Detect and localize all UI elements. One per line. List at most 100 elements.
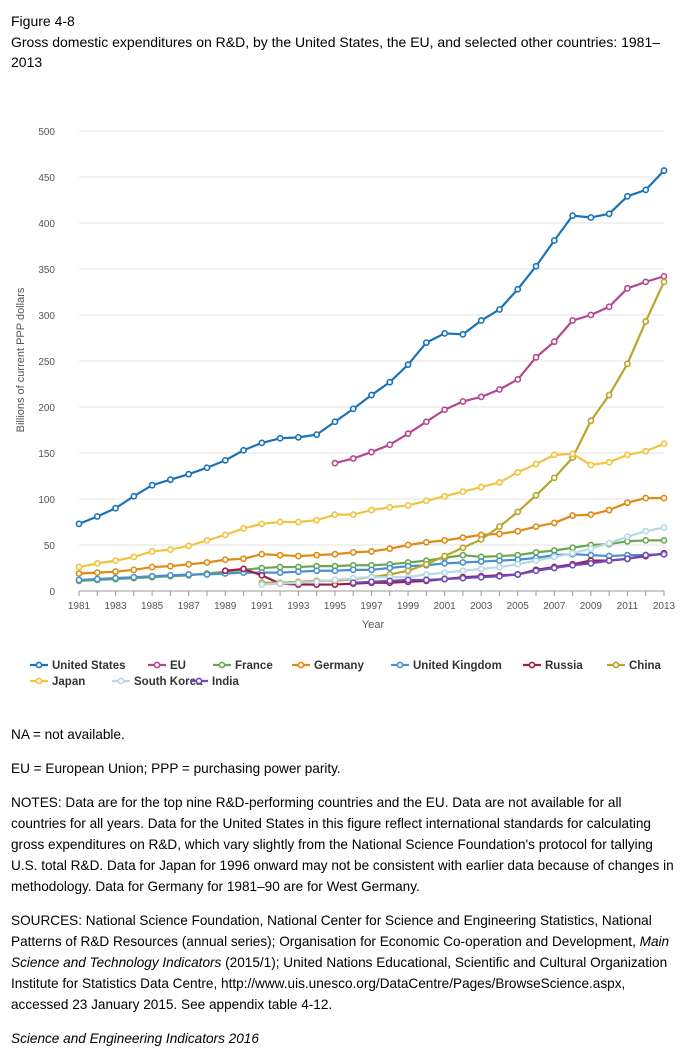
x-tick-label: 1997 (360, 601, 383, 612)
data-point-eu (349, 455, 357, 462)
data-point-united-states (130, 492, 138, 500)
legend-marker-china (612, 661, 620, 669)
data-point-south-korea (313, 578, 321, 586)
data-point-south-korea (532, 557, 540, 565)
data-point-japan (386, 503, 394, 511)
data-point-japan (276, 518, 284, 526)
data-point-china (514, 508, 522, 516)
note-sources: SOURCES: National Science Foundation, Na… (11, 910, 677, 1015)
data-point-south-korea (624, 533, 631, 541)
data-point-japan (514, 468, 522, 476)
legend-label-japan: Japan (52, 676, 85, 688)
data-point-germany (93, 569, 101, 576)
legend-marker-south-korea (117, 677, 125, 685)
data-point-united-states (550, 237, 558, 244)
data-point-eu (441, 406, 449, 414)
data-point-south-korea (496, 563, 503, 571)
data-point-japan (75, 563, 83, 571)
data-point-japan (130, 553, 138, 561)
data-point-united-kingdom (112, 574, 119, 582)
data-point-china (605, 391, 613, 399)
data-point-united-states (441, 329, 449, 337)
data-point-south-korea (660, 524, 668, 531)
x-tick-label: 2009 (580, 601, 603, 612)
data-point-united-states (258, 439, 266, 447)
data-point-united-states (294, 433, 302, 441)
note-na: NA = not available. (11, 727, 125, 742)
data-point-japan (642, 447, 650, 455)
y-tick-label: 500 (38, 127, 55, 138)
data-point-south-korea (477, 565, 485, 573)
data-point-china (477, 536, 485, 543)
sources-text: SOURCES: National Science Foundation, Na… (11, 913, 652, 949)
data-point-eu (642, 278, 650, 286)
data-point-japan (331, 511, 339, 519)
data-point-united-kingdom (459, 559, 467, 566)
data-point-japan (313, 516, 321, 524)
data-point-eu (587, 311, 595, 319)
data-point-japan (660, 440, 668, 448)
data-point-japan (550, 451, 558, 459)
data-point-germany (514, 527, 522, 535)
data-point-china (532, 491, 540, 499)
data-point-germany (496, 530, 503, 538)
data-point-china (441, 552, 449, 560)
sources-publication: Main Science and Technology Indicators (11, 934, 670, 970)
data-point-india (514, 571, 522, 578)
data-point-united-states (605, 210, 613, 218)
chart-title: Gross domestic expenditures on R&D, by t… (11, 34, 661, 70)
y-tick-label: 350 (38, 265, 55, 276)
data-point-united-states (496, 306, 503, 313)
data-point-france (276, 563, 284, 571)
y-tick-label: 400 (38, 219, 55, 230)
data-point-united-states (93, 513, 101, 520)
data-point-united-states (569, 212, 576, 220)
legend-label-germany: Germany (314, 660, 364, 672)
data-point-germany (276, 551, 284, 559)
data-point-united-states (660, 167, 668, 174)
data-point-india (624, 555, 631, 563)
x-tick-label: 2007 (543, 601, 566, 612)
y-tick-label: 450 (38, 173, 55, 184)
data-point-japan (496, 479, 503, 486)
data-point-eu (368, 448, 375, 456)
data-point-india (404, 576, 412, 584)
data-point-japan (112, 557, 119, 565)
data-point-germany (240, 555, 247, 563)
data-point-united-kingdom (148, 572, 156, 580)
data-point-china (587, 417, 595, 425)
x-tick-label: 2003 (470, 601, 493, 612)
data-point-united-states (276, 434, 284, 442)
data-point-united-states (75, 520, 83, 528)
data-point-united-kingdom (331, 567, 339, 575)
data-point-germany (349, 548, 357, 556)
data-point-eu (477, 393, 485, 401)
data-point-germany (569, 512, 576, 519)
chart-legend: United States EU France Germany United Kingd… (30, 660, 662, 688)
data-point-germany (550, 519, 558, 527)
data-point-eu (404, 430, 412, 438)
data-point-germany (75, 570, 83, 577)
legend-label-russia: Russia (545, 660, 583, 672)
legend-label-south-korea: South Korea (134, 676, 203, 688)
x-tick-label: 1987 (178, 601, 201, 612)
data-point-united-kingdom (75, 576, 83, 584)
legend-label-united-kingdom: United Kingdom (413, 660, 502, 672)
note-abbreviations: EU = European Union; PPP = purchasing po… (11, 761, 341, 776)
data-point-south-korea (276, 580, 284, 588)
legend-marker-russia (528, 661, 536, 669)
y-tick-label: 150 (38, 449, 55, 460)
data-point-united-states (404, 361, 412, 369)
series-line-eu (334, 275, 665, 465)
notes-section: NA = not available. EU = European Union;… (11, 724, 677, 1062)
data-point-united-kingdom (496, 557, 503, 565)
data-point-japan (349, 511, 357, 519)
data-point-india (477, 573, 485, 581)
data-point-united-kingdom (167, 571, 174, 579)
data-point-germany (386, 545, 394, 553)
data-point-eu (386, 441, 394, 449)
data-point-japan (477, 483, 485, 491)
data-point-south-korea (550, 553, 558, 561)
data-point-japan (294, 518, 302, 526)
data-point-russia (258, 571, 266, 579)
